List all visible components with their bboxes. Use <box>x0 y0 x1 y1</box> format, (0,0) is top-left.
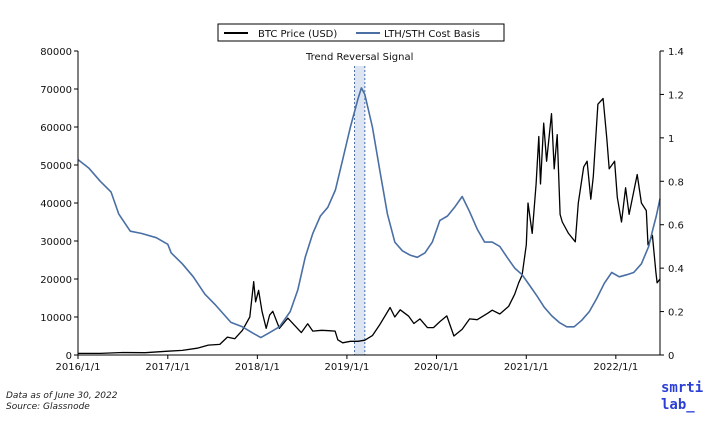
x-tick-label: 2017/1/1 <box>145 362 190 373</box>
signal-band-fill <box>354 66 365 355</box>
y-left-tick-label: 50000 <box>40 161 72 172</box>
series-line-btc-price <box>78 97 661 355</box>
annotation-trend-reversal: Trend Reversal Signal <box>305 52 413 63</box>
logo-line1: smrti <box>661 380 704 396</box>
y-right-tick-label: 0.8 <box>668 177 684 188</box>
x-tick-label: 2016/1/1 <box>56 362 101 373</box>
x-tick-label: 2021/1/1 <box>504 362 549 373</box>
y-right-tick-label: 0.2 <box>668 308 684 319</box>
logo-line2: lab_ <box>661 397 695 413</box>
y-right-tick-label: 1.2 <box>668 90 684 101</box>
smrti-lab-logo: smrti lab_ <box>661 380 703 414</box>
y-left-tick-label: 30000 <box>40 237 72 248</box>
y-right-tick-label: 1.4 <box>668 47 684 58</box>
x-tick-label: 2019/1/1 <box>324 362 369 373</box>
y-left-tick-label: 60000 <box>40 123 72 134</box>
y-left-tick-label: 80000 <box>40 47 72 58</box>
x-tick-label: 2018/1/1 <box>235 362 280 373</box>
y-left-tick-label: 20000 <box>40 275 72 286</box>
y-right-tick-label: 0.6 <box>668 221 684 232</box>
y-left-tick-label: 0 <box>66 351 72 362</box>
legend-label-btc: BTC Price (USD) <box>258 29 337 40</box>
legend-label-basis: LTH/STH Cost Basis <box>384 29 480 40</box>
y-right-tick-label: 0.4 <box>668 264 684 275</box>
y-right-tick-label: 1 <box>668 134 674 145</box>
footnote-source: Source: Glassnode <box>6 402 90 412</box>
y-left-tick-label: 70000 <box>40 85 72 96</box>
y-left-tick-label: 10000 <box>40 313 72 324</box>
series-layer <box>77 87 661 355</box>
footnote-date: Data as of June 30, 2022 <box>6 391 118 401</box>
x-tick-label: 2020/1/1 <box>414 362 459 373</box>
trend-reversal-band <box>354 66 366 355</box>
x-tick-label: 2022/1/1 <box>593 362 638 373</box>
legend: BTC Price (USD) LTH/STH Cost Basis <box>217 23 505 42</box>
series-line-lth-sth-cost-basis <box>77 87 661 339</box>
y-right-tick-label: 0 <box>668 351 674 362</box>
axis-layer: 0 10000 20000 30000 40000 50000 60000 70000 8000… <box>40 47 684 373</box>
y-left-tick-label: 40000 <box>40 199 72 210</box>
